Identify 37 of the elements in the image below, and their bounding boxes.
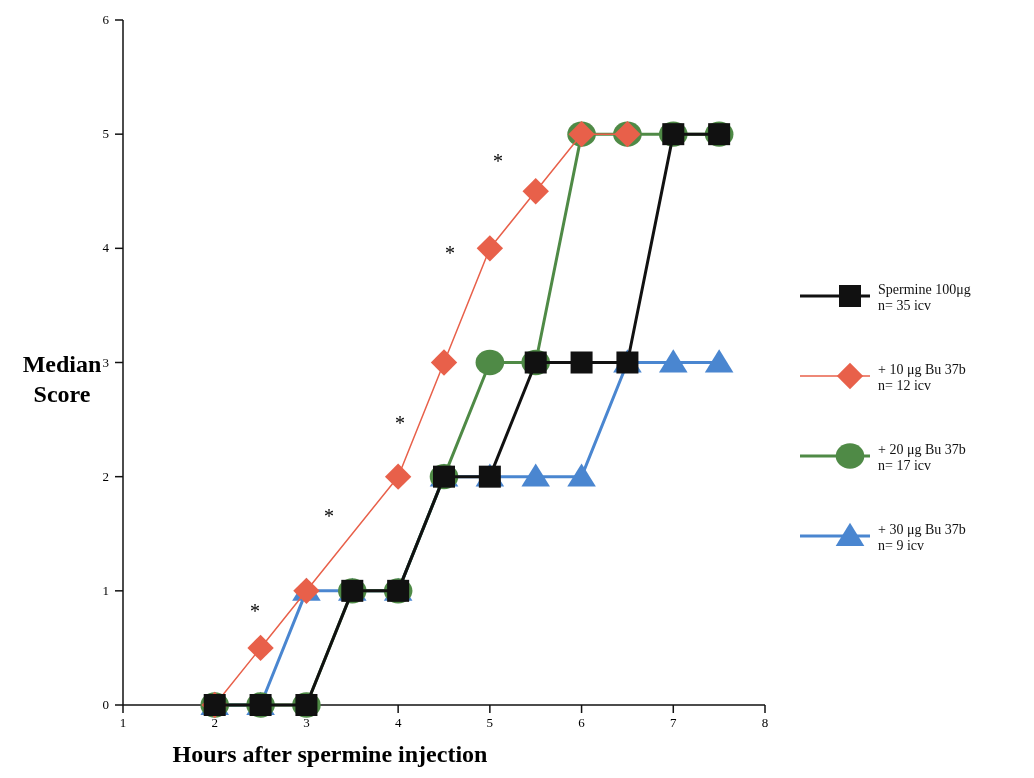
point: [570, 351, 593, 374]
point: [430, 349, 458, 376]
y-tick-label: 5: [102, 126, 109, 142]
y-tick-label: 1: [102, 582, 109, 598]
x-tick-label: 1: [119, 715, 127, 730]
point: [567, 463, 596, 487]
x-tick-label: 5: [486, 715, 494, 730]
annotation: *: [395, 412, 405, 434]
point: [476, 235, 504, 262]
y-tick-label: 0: [102, 697, 109, 712]
y-tick-label: 4: [102, 240, 110, 256]
annotation: *: [250, 600, 260, 622]
annotation: *: [324, 505, 334, 527]
legend-label: Spermine 100μg n= 35 icv: [878, 282, 971, 313]
point: [658, 349, 688, 373]
legend-label: + 30 μg Bu 37b n= 9 icv: [878, 522, 966, 553]
x-axis-title: Hours after spermine injection: [172, 741, 488, 767]
point: [475, 349, 505, 376]
point: [247, 634, 274, 662]
x-tick-label: 3: [303, 715, 310, 730]
point: [704, 349, 734, 373]
x-tick-label: 6: [578, 715, 586, 730]
y-tick-label: 3: [102, 354, 109, 370]
point: [521, 463, 551, 487]
x-tick-label: 7: [670, 715, 678, 730]
y-tick-label: 6: [102, 12, 110, 27]
x-tick-label: 4: [394, 715, 402, 730]
x-tick-label: 2: [211, 715, 218, 730]
legend-label: + 20 μg Bu 37b n= 17 icv: [878, 442, 966, 473]
point: [384, 463, 412, 490]
y-tick-label: 2: [102, 468, 109, 484]
annotation: *: [445, 242, 455, 264]
legend-label: + 10 μg Bu 37b n= 12 icv: [878, 362, 966, 393]
x-tick-label: 8: [761, 715, 769, 730]
point: [522, 178, 549, 205]
annotation: *: [493, 150, 503, 172]
y-axis-title: Median Score: [22, 351, 102, 407]
